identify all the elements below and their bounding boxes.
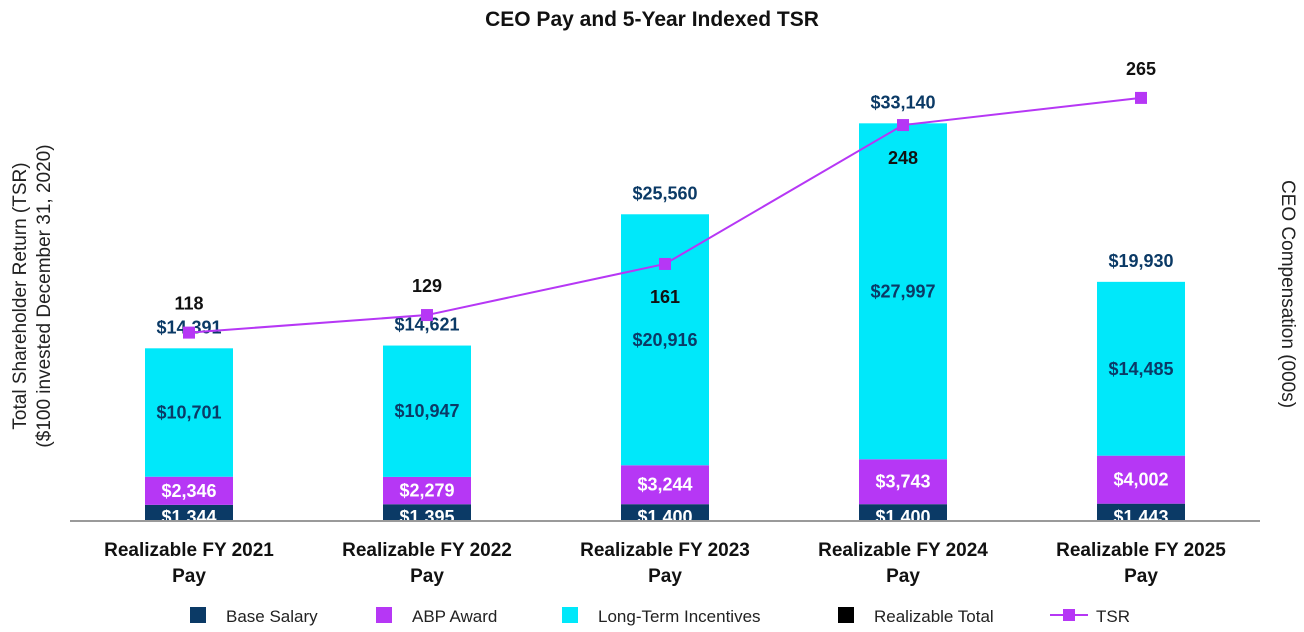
legend-label: Long-Term Incentives bbox=[598, 607, 761, 626]
segment-value-label: $2,346 bbox=[161, 481, 216, 501]
tsr-value-label: 265 bbox=[1126, 59, 1156, 79]
category-label-line: Pay bbox=[410, 566, 444, 587]
tsr-marker bbox=[183, 326, 195, 339]
bar-segment-base-salary bbox=[383, 504, 471, 521]
segment-value-label: $1,344 bbox=[161, 507, 216, 527]
tsr-marker bbox=[659, 257, 671, 270]
category-label-line: Realizable FY 2022 bbox=[342, 540, 512, 561]
segment-value-label: $20,916 bbox=[632, 330, 697, 350]
category-label-line: Pay bbox=[1124, 566, 1158, 587]
bar-segment-abp-award bbox=[145, 476, 233, 505]
category-label-line: Pay bbox=[172, 566, 206, 587]
category-label: Realizable FY 2022 Pay bbox=[342, 540, 512, 587]
bar-segment-base-salary bbox=[1097, 503, 1185, 521]
segment-value-label: $27,997 bbox=[870, 281, 935, 301]
legend-swatch bbox=[190, 607, 206, 623]
category-label: Realizable FY 2024 Pay bbox=[818, 540, 988, 587]
segment-value-label: $14,485 bbox=[1108, 359, 1173, 379]
legend-label: ABP Award bbox=[412, 607, 497, 626]
tsr-marker bbox=[1135, 91, 1147, 104]
tsr-value-label: 161 bbox=[650, 287, 680, 307]
category-label-line: Pay bbox=[648, 566, 682, 587]
legend-swatch bbox=[838, 607, 854, 623]
bar-segment-base-salary bbox=[859, 504, 947, 521]
legend-swatch bbox=[562, 607, 578, 623]
segment-value-label: $2,279 bbox=[399, 481, 454, 501]
segment-value-label: $1,443 bbox=[1113, 507, 1168, 527]
legend-label: Base Salary bbox=[226, 607, 318, 626]
legend-swatch bbox=[376, 607, 392, 623]
bar-segment-abp-award bbox=[1097, 455, 1185, 504]
category-label-line: Realizable FY 2024 bbox=[818, 540, 988, 561]
segment-value-label: $4,002 bbox=[1113, 470, 1168, 490]
left-axis-title-line: Total Shareholder Return (TSR) bbox=[10, 162, 31, 429]
bar-segment-long-term-incentives bbox=[621, 214, 709, 466]
category-label-line: Realizable FY 2021 bbox=[104, 540, 274, 561]
realizable-total-label: $14,621 bbox=[394, 315, 459, 335]
bar-segment-long-term-incentives bbox=[1097, 281, 1185, 456]
legend-label: Realizable Total bbox=[874, 607, 994, 626]
category-label: Realizable FY 2023 Pay bbox=[580, 540, 750, 587]
category-label: Realizable FY 2025 Pay bbox=[1056, 540, 1226, 587]
bar-segment-long-term-incentives bbox=[859, 123, 947, 460]
bar-segment-base-salary bbox=[145, 504, 233, 521]
category-label-line: Realizable FY 2025 bbox=[1056, 540, 1226, 561]
bar-segment-abp-award bbox=[859, 459, 947, 505]
bar-segment-long-term-incentives bbox=[383, 345, 471, 477]
tsr-value-label: 129 bbox=[412, 276, 442, 296]
bar-segment-abp-award bbox=[621, 465, 709, 505]
bar-segment-base-salary bbox=[621, 504, 709, 521]
left-axis-title-line: ($100 invested December 31, 2020) bbox=[34, 144, 55, 447]
bar-segment-long-term-incentives bbox=[145, 348, 233, 477]
chart-title: CEO Pay and 5-Year Indexed TSR bbox=[485, 8, 819, 31]
segment-value-label: $3,244 bbox=[637, 475, 692, 495]
category-label: Realizable FY 2021 Pay bbox=[104, 540, 274, 587]
realizable-total-label: $33,140 bbox=[870, 92, 935, 112]
segment-value-label: $10,701 bbox=[156, 403, 221, 423]
legend-marker-swatch bbox=[1063, 609, 1075, 621]
legend-label: TSR bbox=[1096, 607, 1130, 626]
bar-segment-abp-award bbox=[383, 476, 471, 505]
tsr-value-label: 118 bbox=[174, 294, 203, 314]
realizable-total-label: $25,560 bbox=[632, 183, 697, 203]
tsr-value-label: 248 bbox=[888, 148, 918, 168]
left-axis-title: Total Shareholder Return (TSR) ($100 inve… bbox=[10, 144, 55, 447]
tsr-marker bbox=[897, 119, 909, 132]
segment-value-label: $1,400 bbox=[875, 507, 930, 527]
segment-value-label: $3,743 bbox=[875, 472, 930, 492]
category-label-line: Pay bbox=[886, 566, 920, 587]
realizable-total-label: $19,930 bbox=[1108, 251, 1173, 271]
segment-value-label: $10,947 bbox=[394, 401, 459, 421]
category-label-line: Realizable FY 2023 bbox=[580, 540, 750, 561]
right-axis-title: CEO Compensation (000s) bbox=[1277, 180, 1298, 408]
segment-value-label: $1,395 bbox=[399, 507, 454, 527]
tsr-marker bbox=[421, 309, 433, 322]
segment-value-label: $1,400 bbox=[637, 507, 692, 527]
